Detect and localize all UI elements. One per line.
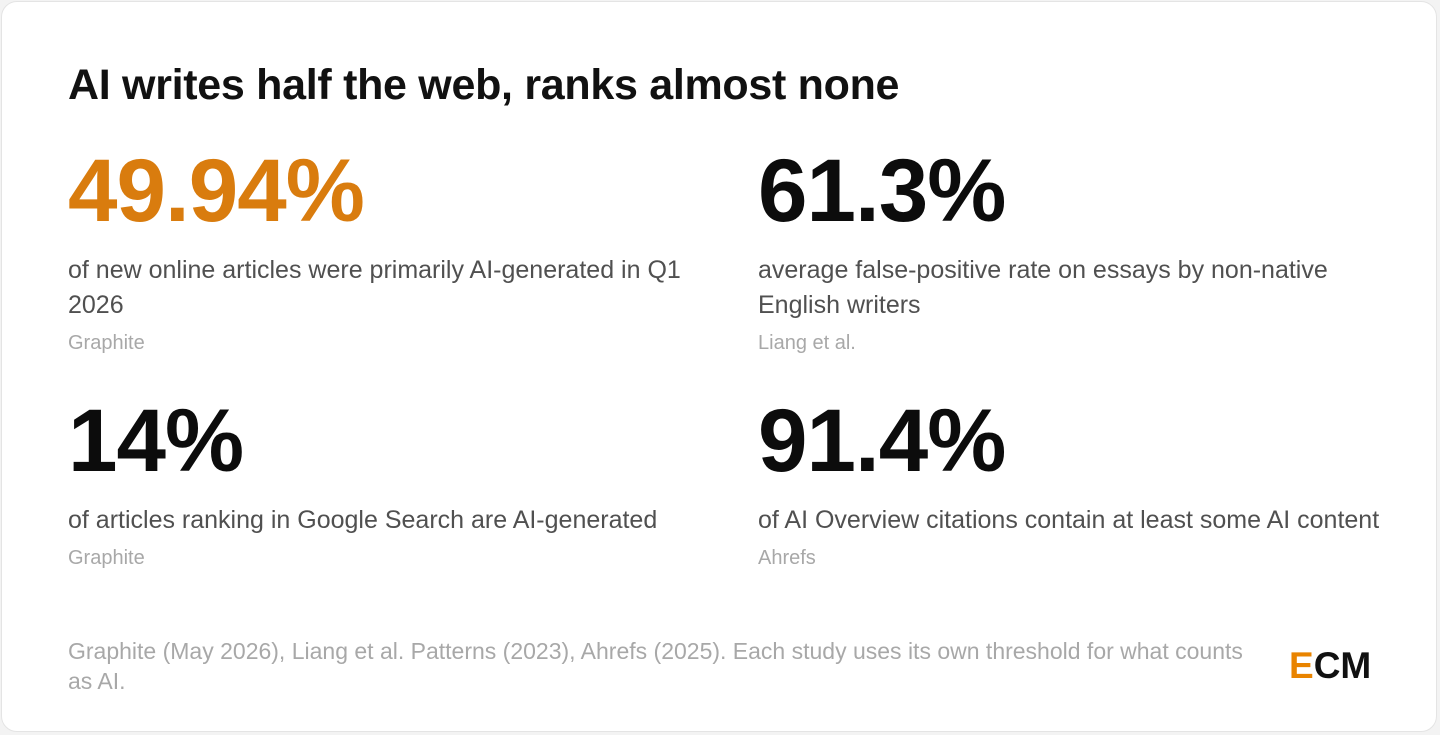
logo-accent-letter: E bbox=[1289, 645, 1314, 686]
logo-letters: CM bbox=[1313, 645, 1372, 686]
brand-logo: ECM bbox=[1289, 645, 1371, 687]
stat-block-new-articles: 49.94% of new online articles were prima… bbox=[68, 142, 708, 358]
stat-block-false-positive: 61.3% average false-positive rate on ess… bbox=[758, 142, 1398, 358]
stat-block-google-ranking: 14% of articles ranking in Google Search… bbox=[68, 392, 708, 573]
stat-description: of AI Overview citations contain at leas… bbox=[758, 506, 1380, 534]
page-title: AI writes half the web, ranks almost non… bbox=[68, 61, 900, 109]
stat-source: Liang et al. bbox=[758, 332, 856, 354]
stat-block-ai-overview: 91.4% of AI Overview citations contain a… bbox=[758, 392, 1398, 573]
stat-value: 91.4% bbox=[758, 390, 1006, 490]
stat-description: of articles ranking in Google Search are… bbox=[68, 506, 658, 534]
stat-value: 61.3% bbox=[758, 140, 1006, 240]
footnote: Graphite (May 2026), Liang et al. Patter… bbox=[68, 638, 1243, 694]
stat-source: Graphite bbox=[68, 547, 145, 569]
stat-value: 49.94% bbox=[68, 140, 365, 240]
stat-description: of new online articles were primarily AI… bbox=[68, 256, 681, 319]
stat-description: average false-positive rate on essays by… bbox=[758, 256, 1328, 319]
stat-source: Ahrefs bbox=[758, 547, 816, 569]
stat-value: 14% bbox=[68, 390, 244, 490]
stat-source: Graphite bbox=[68, 332, 145, 354]
